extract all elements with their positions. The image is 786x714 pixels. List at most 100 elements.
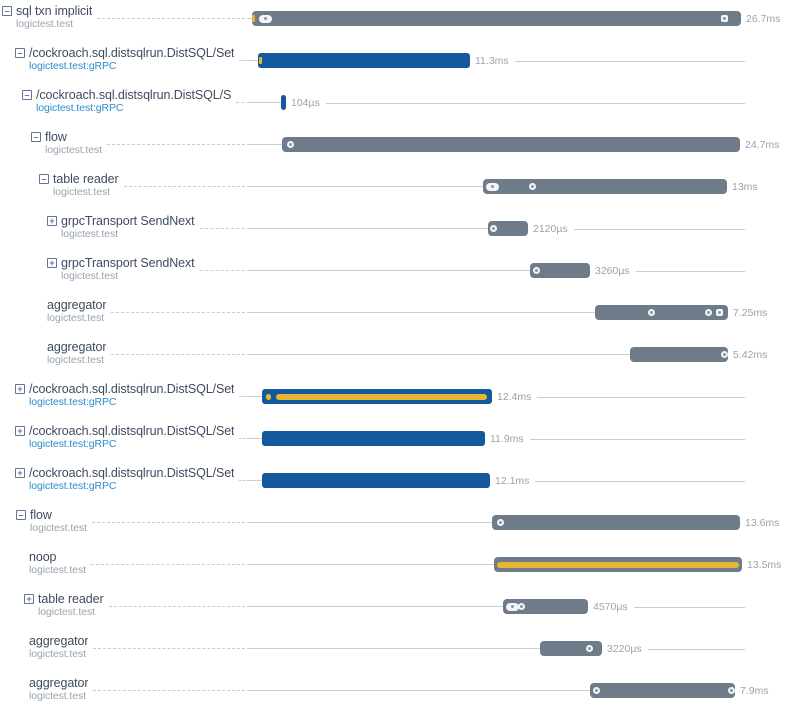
collapse-icon[interactable]: – — [15, 47, 25, 58]
log-event-marker[interactable] — [287, 141, 294, 148]
log-event-marker[interactable] — [716, 309, 723, 316]
child-span-marker[interactable] — [259, 57, 262, 64]
timeline-lead-line — [250, 354, 630, 355]
log-event-marker[interactable] — [518, 603, 525, 610]
span-bar[interactable] — [252, 11, 741, 26]
span-bar[interactable] — [590, 683, 735, 698]
span-bar[interactable] — [282, 137, 740, 152]
span-bar[interactable] — [262, 431, 485, 446]
collapse-icon[interactable]: – — [16, 509, 26, 520]
trace-span-row: + grpcTransport SendNext logictest.test 326… — [0, 252, 745, 294]
span-bar[interactable] — [503, 599, 588, 614]
timeline-lead-line — [250, 606, 503, 607]
connector-dash — [93, 648, 250, 649]
collapse-icon[interactable]: – — [39, 173, 49, 184]
span-title-line: – table reader — [39, 171, 119, 186]
connector-dash — [91, 522, 250, 523]
collapse-icon[interactable]: – — [22, 89, 32, 100]
child-span-marker[interactable] — [252, 15, 255, 22]
span-title-line: aggregator — [47, 297, 106, 312]
span-title-line: + grpcTransport SendNext — [47, 213, 195, 228]
trace-span-row: + grpcTransport SendNext logictest.test 212… — [0, 210, 745, 252]
log-event-marker[interactable] — [259, 14, 272, 23]
span-bar[interactable] — [492, 515, 740, 530]
duration-area: 26.7ms — [746, 13, 780, 25]
log-event-marker[interactable] — [490, 225, 497, 232]
span-bar[interactable] — [540, 641, 602, 656]
collapse-icon[interactable]: – — [2, 5, 12, 16]
span-bar[interactable] — [483, 179, 727, 194]
expand-icon[interactable]: + — [24, 593, 34, 604]
duration-area: 3220µs — [607, 643, 745, 655]
duration-area: 104µs — [291, 97, 745, 109]
collapse-icon[interactable]: – — [31, 131, 41, 142]
span-bar[interactable] — [530, 263, 590, 278]
log-event-marker[interactable] — [721, 15, 728, 22]
span-title-line: aggregator — [47, 339, 106, 354]
span-track: 11.9ms — [250, 423, 745, 451]
span-title: table reader — [38, 591, 104, 606]
span-title: sql txn implicit — [16, 3, 93, 18]
duration-area: 5.42ms — [733, 349, 767, 361]
span-label: aggregator logictest.test — [0, 339, 106, 367]
span-title-line: + /cockroach.sql.distsqlrun.DistSQL/Set — [15, 381, 234, 396]
expand-icon[interactable]: + — [15, 425, 25, 436]
span-track: 104µs — [250, 87, 745, 115]
log-event-marker[interactable] — [497, 519, 504, 526]
expand-icon[interactable]: + — [15, 467, 25, 478]
span-track: 7.25ms — [250, 297, 767, 325]
trace-span-row: – flow logictest.test 13.6ms — [0, 504, 779, 546]
span-bar[interactable] — [488, 221, 528, 236]
expand-icon[interactable]: + — [47, 257, 57, 268]
span-title: /cockroach.sql.distsqlrun.DistSQL/Set — [29, 45, 235, 60]
child-span-marker[interactable] — [497, 561, 739, 568]
log-event-marker[interactable] — [705, 309, 712, 316]
span-subtitle: logictest.test:gRPC — [29, 480, 117, 492]
timeline-trail-line — [633, 606, 745, 608]
span-subtitle: logictest.test — [61, 228, 118, 240]
span-track: 4570µs — [250, 591, 745, 619]
duration-label: 11.3ms — [475, 55, 509, 67]
trace-span-row: – table reader logictest.test 13ms — [0, 168, 758, 210]
span-track: 13.6ms — [250, 507, 779, 535]
timeline-lead-line — [250, 228, 488, 229]
span-title: /cockroach.sql.distsqlrun.DistSQL/S — [36, 87, 232, 102]
log-event-marker[interactable] — [593, 687, 600, 694]
expand-icon[interactable]: + — [47, 215, 57, 226]
child-span-marker[interactable] — [276, 393, 487, 400]
timeline-trail-line — [325, 102, 745, 104]
span-bar[interactable] — [281, 95, 286, 110]
log-event-marker[interactable] — [648, 309, 655, 316]
timeline-lead-line — [250, 648, 540, 649]
span-label: aggregator logictest.test — [0, 297, 106, 325]
log-event-marker[interactable] — [533, 267, 540, 274]
span-label: –/cockroach.sql.distsqlrun.DistSQL/S logi… — [0, 87, 231, 114]
timeline-lead-line — [250, 186, 483, 187]
trace-span-row: aggregator logictest.test 3220µs — [0, 630, 745, 672]
span-bar[interactable] — [258, 53, 470, 68]
log-event-marker[interactable] — [721, 351, 728, 358]
duration-label: 26.7ms — [746, 13, 781, 25]
span-bar[interactable] — [262, 473, 490, 488]
duration-area: 13ms — [732, 181, 758, 193]
log-event-marker[interactable] — [486, 182, 499, 191]
span-track: 12.4ms — [250, 381, 745, 409]
duration-label: 12.1ms — [495, 475, 530, 487]
duration-area: 7.9ms — [740, 685, 769, 697]
expand-icon[interactable]: + — [15, 383, 25, 394]
duration-area: 13.5ms — [747, 559, 781, 571]
duration-label: 3260µs — [595, 265, 630, 277]
duration-area: 7.25ms — [733, 307, 767, 319]
span-bar[interactable] — [595, 305, 728, 320]
span-title-line: + grpcTransport SendNext — [47, 255, 195, 270]
duration-area: 2120µs — [533, 223, 745, 235]
span-track: 26.7ms — [250, 3, 780, 31]
log-event-marker[interactable] — [506, 602, 519, 611]
child-span-marker[interactable] — [266, 393, 271, 400]
span-bar[interactable] — [630, 347, 728, 362]
duration-area: 11.9ms — [490, 433, 745, 445]
log-event-marker[interactable] — [586, 645, 593, 652]
log-event-marker[interactable] — [728, 687, 735, 694]
duration-label: 13ms — [732, 181, 758, 193]
log-event-marker[interactable] — [529, 183, 536, 190]
